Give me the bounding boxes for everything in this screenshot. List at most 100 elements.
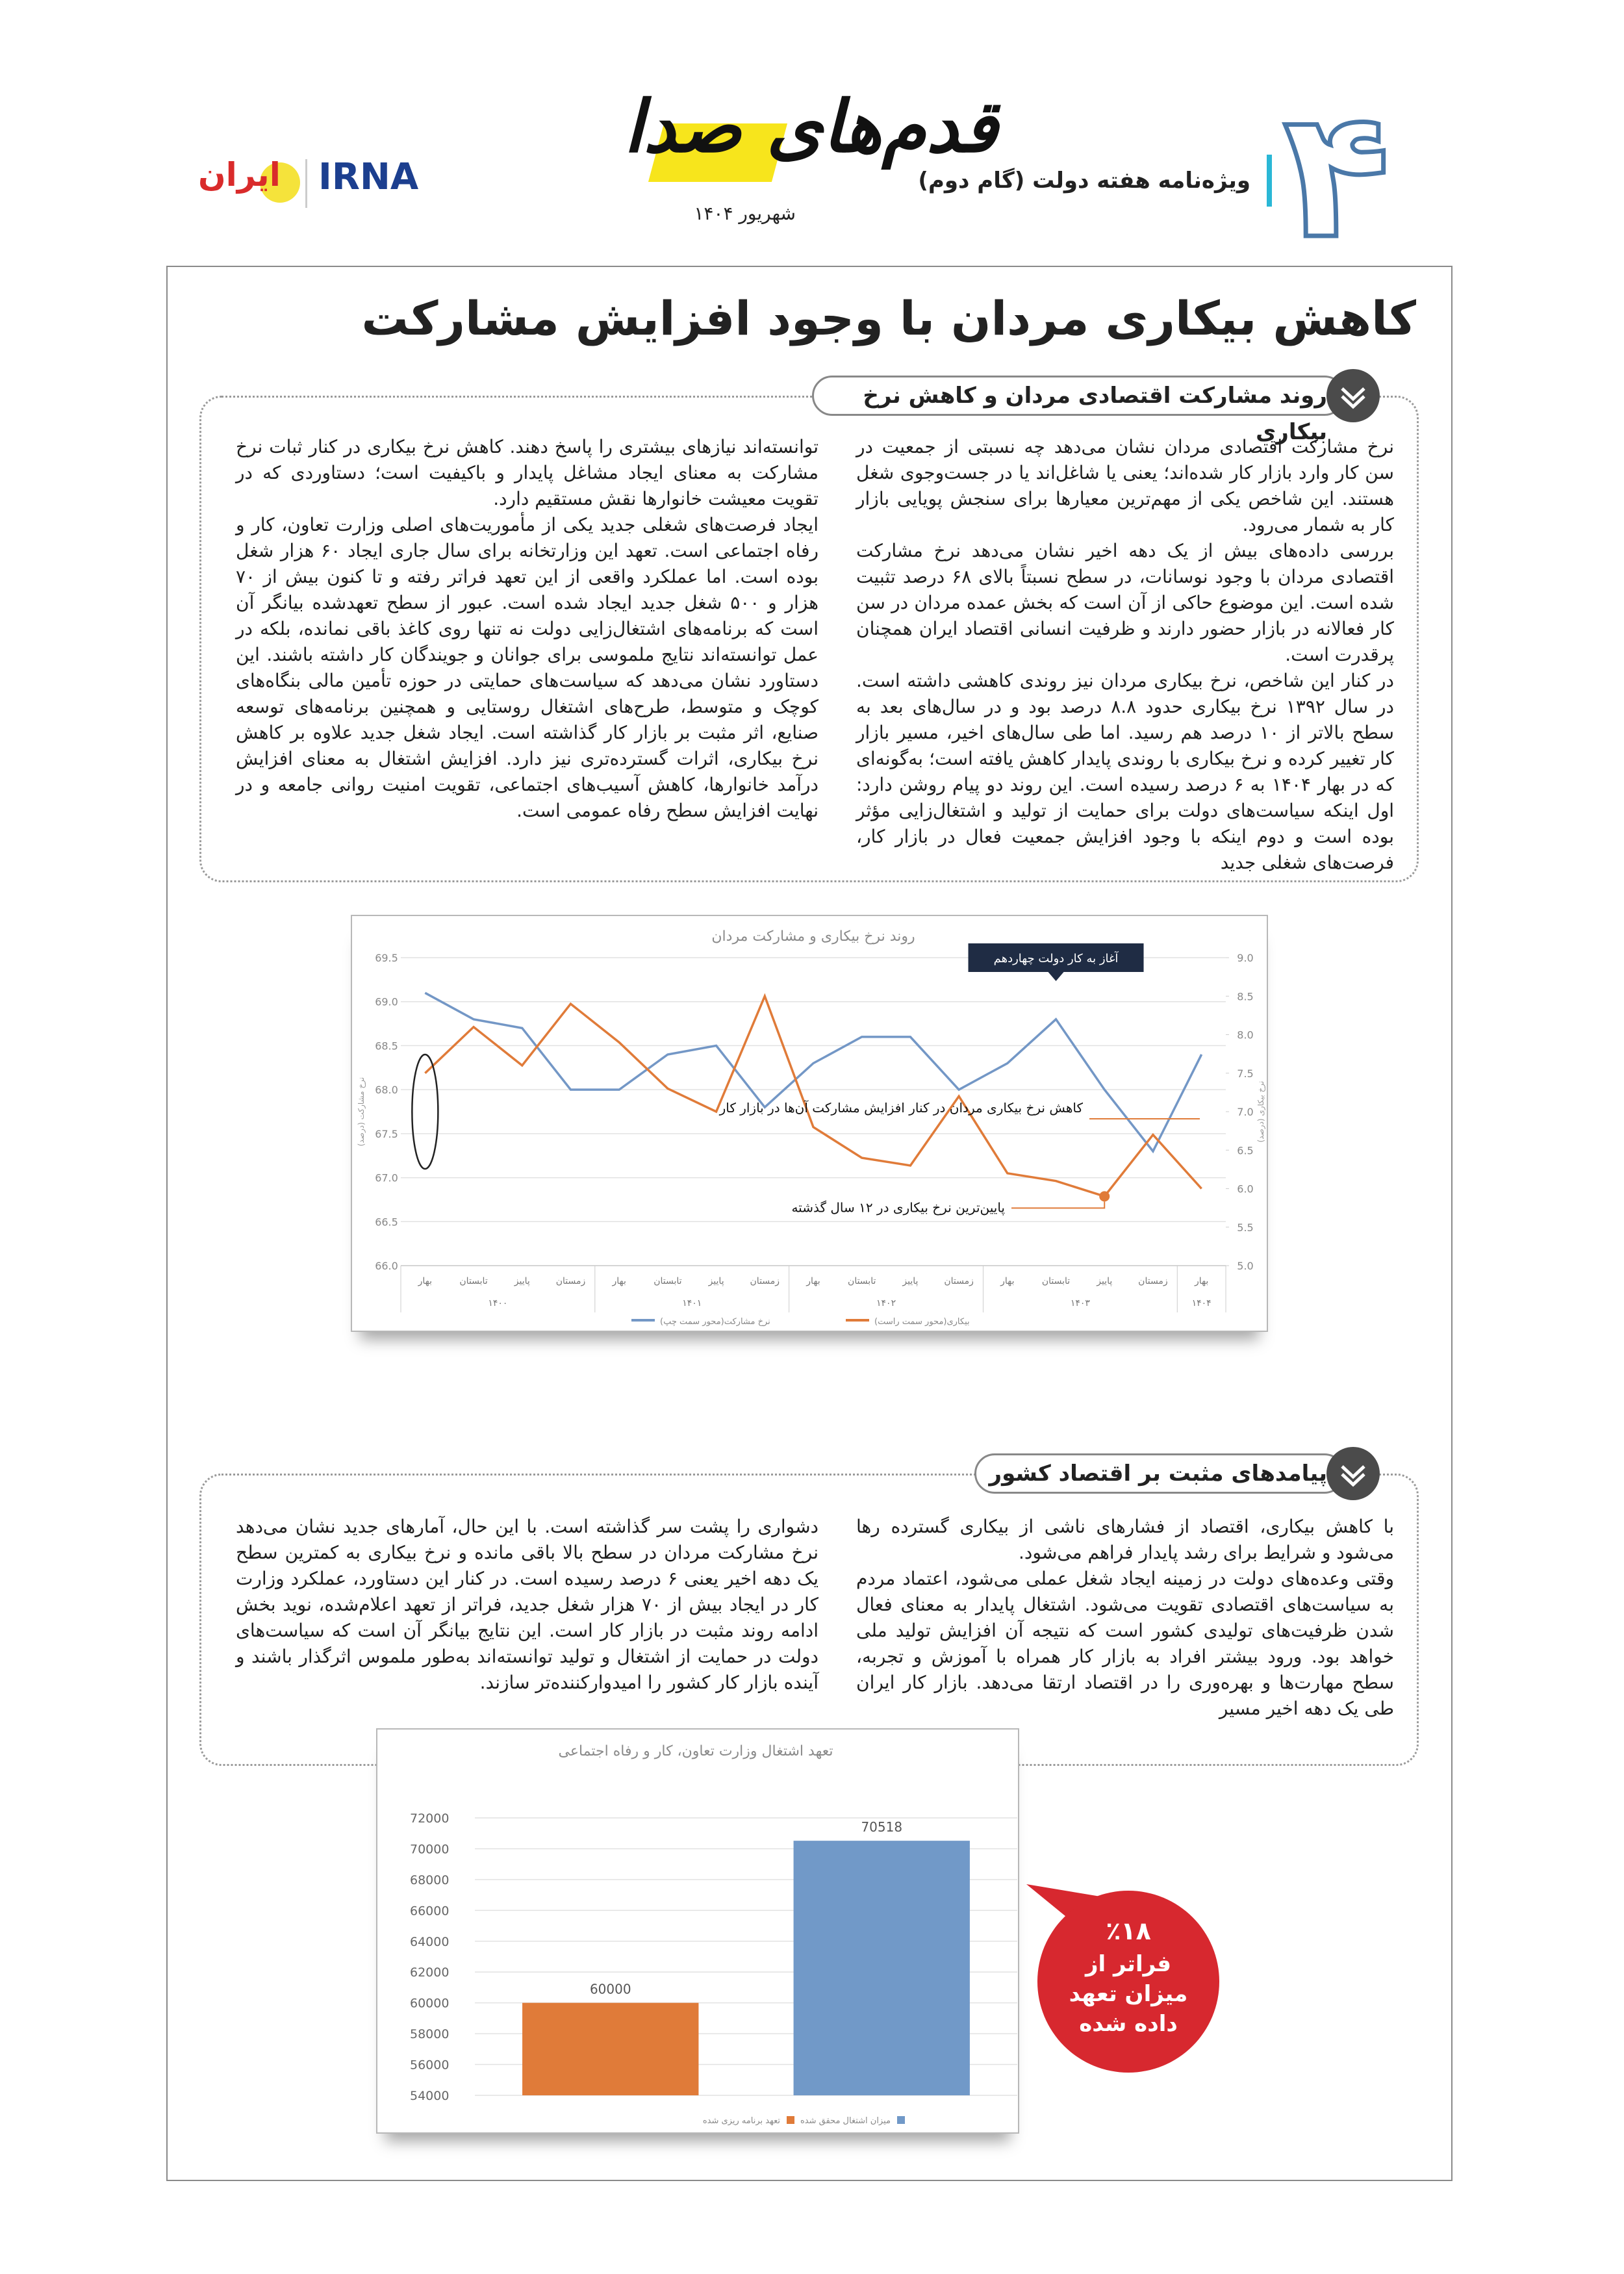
annotation: پایین‌ترین نرخ بیکاری در ۱۲ سال گذشته bbox=[791, 1199, 1005, 1216]
text-column: نرخ مشارکت اقتصادی مردان نشان می‌دهد چه … bbox=[856, 434, 1394, 876]
paragraph: وقتی وعده‌های دولت در زمینه ایجاد شغل عم… bbox=[856, 1568, 1394, 1719]
chart-title: تعهد اشتغال وزارت تعاون، کار و رفاه اجتم… bbox=[559, 1743, 833, 1759]
irna-logo: IRNA bbox=[318, 156, 419, 198]
y-tick-label: 56000 bbox=[410, 2058, 449, 2073]
x-tick-label: زمستان bbox=[556, 1276, 586, 1286]
paragraph: توانسته‌اند نیازهای بیشتری را پاسخ دهند.… bbox=[236, 436, 818, 509]
callout-text: فراتر از میزان تعهد داده شده bbox=[1069, 1951, 1188, 2037]
paragraph: در کنار این شاخص، نرخ بیکاری مردان نیز ر… bbox=[856, 670, 1394, 873]
paragraph: با کاهش بیکاری، اقتصاد از فشارهای ناشی ا… bbox=[856, 1516, 1394, 1563]
y-tick-label: 68000 bbox=[410, 1873, 449, 1887]
section-heading: روند مشارکت اقتصادی مردان و کاهش نرخ بیک… bbox=[812, 376, 1345, 445]
y-tick-label: 66000 bbox=[410, 1904, 449, 1918]
legend-label: تعهد برنامه ریزی شده bbox=[703, 2116, 781, 2126]
highlight-ellipse bbox=[411, 1053, 439, 1170]
callout: ٪۱۸ فراتر از میزان تعهد داده شده bbox=[1037, 1891, 1219, 2073]
year-label: ۱۴۰۳ bbox=[1071, 1298, 1091, 1309]
y2-tick-label: 7.0 bbox=[1237, 1106, 1253, 1118]
iran-logo: ایران bbox=[198, 156, 281, 194]
x-tick-label: زمستان bbox=[750, 1276, 780, 1286]
y-tick-label: 58000 bbox=[410, 2027, 449, 2041]
chart-title: روند نرخ بیکاری و مشارکت مردان bbox=[711, 928, 915, 945]
paragraph: نرخ مشارکت اقتصادی مردان نشان می‌دهد چه … bbox=[856, 436, 1394, 535]
x-tick-label: بهار bbox=[611, 1276, 626, 1286]
y-tick-label: 67.0 bbox=[375, 1172, 398, 1184]
x-tick-label: پاییز bbox=[1096, 1276, 1112, 1286]
y-tick-label: 69.0 bbox=[375, 996, 398, 1008]
y2-tick-label: 8.0 bbox=[1237, 1029, 1253, 1041]
annotation-box bbox=[968, 943, 1144, 972]
y-tick-label: 68.5 bbox=[375, 1040, 398, 1052]
paragraph: ایجاد فرصت‌های شغلی جدید یکی از مأموریت‌… bbox=[236, 514, 819, 821]
x-tick-label: تابستان bbox=[653, 1276, 681, 1286]
y2-tick-label: 8.5 bbox=[1237, 990, 1253, 1003]
legend-label: نرخ مشارکت(محور سمت چپ) bbox=[660, 1317, 770, 1327]
text-column: با کاهش بیکاری، اقتصاد از فشارهای ناشی ا… bbox=[856, 1514, 1394, 1722]
x-tick-label: بهار bbox=[806, 1276, 820, 1286]
x-tick-label: زمستان bbox=[1138, 1276, 1168, 1286]
y-tick-label: 60000 bbox=[410, 1997, 449, 2011]
y-tick-label: 68.0 bbox=[375, 1084, 398, 1096]
x-tick-label: تابستان bbox=[1042, 1276, 1070, 1286]
section-heading: پیامدهای مثبت بر اقتصاد کشور bbox=[974, 1453, 1345, 1494]
x-tick-label: پاییز bbox=[902, 1276, 918, 1286]
x-tick-label: تابستان bbox=[848, 1276, 876, 1286]
logo: قدم‌های صدا bbox=[624, 85, 998, 168]
y2-tick-label: 7.5 bbox=[1237, 1067, 1253, 1080]
annotation-pointer bbox=[1048, 972, 1064, 981]
line-chart: روند نرخ بیکاری و مشارکت مردان 66.0 66.5 67… bbox=[351, 915, 1268, 1332]
y-tick-label: 62000 bbox=[410, 1965, 449, 1980]
article-title: کاهش بیکاری مردان با وجود افزایش مشارکت bbox=[361, 291, 1416, 346]
series-line bbox=[424, 993, 1202, 1198]
bar bbox=[522, 2002, 699, 2095]
year-label: ۱۴۰۲ bbox=[876, 1298, 896, 1309]
section-icon bbox=[1326, 1447, 1380, 1500]
text-column: دشواری را پشت سر گذاشته است. با این حال،… bbox=[236, 1514, 818, 1696]
annotation: آغاز به کار دولت چهاردهم bbox=[994, 951, 1119, 965]
bar bbox=[793, 1841, 970, 2095]
y-tick-label: 66.0 bbox=[375, 1260, 398, 1272]
content-frame bbox=[166, 266, 1453, 2181]
chevron bbox=[1341, 1473, 1365, 1487]
x-tick-label: پاییز bbox=[514, 1276, 530, 1286]
text-column: توانسته‌اند نیازهای بیشتری را پاسخ دهند.… bbox=[236, 434, 818, 824]
x-tick-label: بهار bbox=[1194, 1276, 1208, 1286]
issue-date: شهریور ۱۴۰۴ bbox=[694, 203, 796, 224]
year-label: ۱۴۰۴ bbox=[1192, 1298, 1212, 1309]
year-label: ۱۴۰۱ bbox=[682, 1298, 702, 1309]
supplement-label: ویژه‌نامه هفته دولت (گام دوم) bbox=[918, 168, 1250, 194]
legend-label: بیکاری(محور سمت راست) bbox=[874, 1317, 970, 1327]
legend-swatch bbox=[897, 2116, 905, 2124]
y-tick-label: 54000 bbox=[410, 2089, 449, 2103]
bar-chart: تعهد اشتغال وزارت تعاون، کار و رفاه اجتم… bbox=[376, 1728, 1019, 2134]
accent-bar bbox=[1267, 155, 1272, 207]
annotation-arrow bbox=[1011, 1201, 1106, 1209]
x-tick-label: زمستان bbox=[944, 1276, 974, 1286]
annotation: کاهش نرخ بیکاری مردان در کنار افزایش مشا… bbox=[719, 1099, 1084, 1116]
y2-tick-label: 5.0 bbox=[1237, 1260, 1253, 1272]
y-tick-label: 70000 bbox=[410, 1842, 449, 1856]
series-line bbox=[424, 991, 1203, 1154]
logo-divider bbox=[305, 159, 307, 208]
x-tick-label: تابستان bbox=[459, 1276, 487, 1286]
legend-swatch bbox=[787, 2116, 794, 2124]
y-tick-label: 64000 bbox=[410, 1935, 449, 1949]
y-axis-title: نرخ مشارکت (درصد) bbox=[357, 1077, 366, 1146]
data-label: 70518 bbox=[861, 1819, 902, 1835]
section-box bbox=[199, 396, 1419, 882]
paragraph: دشواری را پشت سر گذاشته است. با این حال،… bbox=[236, 1516, 818, 1693]
chevron bbox=[1341, 1465, 1365, 1479]
paragraph: بررسی داده‌های بیش از یک دهه اخیر نشان م… bbox=[856, 540, 1394, 665]
legend-label: میزان اشتغال محقق شده bbox=[800, 2116, 891, 2126]
y2-axis-title: نرخ بیکاری (درصد) bbox=[1256, 1081, 1266, 1143]
data-label: 60000 bbox=[590, 1982, 631, 1997]
y2-tick-label: 5.5 bbox=[1237, 1221, 1253, 1234]
x-tick-label: بهار bbox=[418, 1276, 432, 1286]
chevron bbox=[1341, 387, 1365, 402]
page-number: ۴ bbox=[1281, 73, 1393, 277]
x-tick-label: بهار bbox=[1000, 1276, 1014, 1286]
y-tick-label: 69.5 bbox=[375, 952, 398, 964]
y-tick-label: 67.5 bbox=[375, 1128, 398, 1140]
callout-percent: ٪۱۸ bbox=[1106, 1917, 1151, 1945]
y2-tick-label: 6.0 bbox=[1237, 1183, 1253, 1195]
